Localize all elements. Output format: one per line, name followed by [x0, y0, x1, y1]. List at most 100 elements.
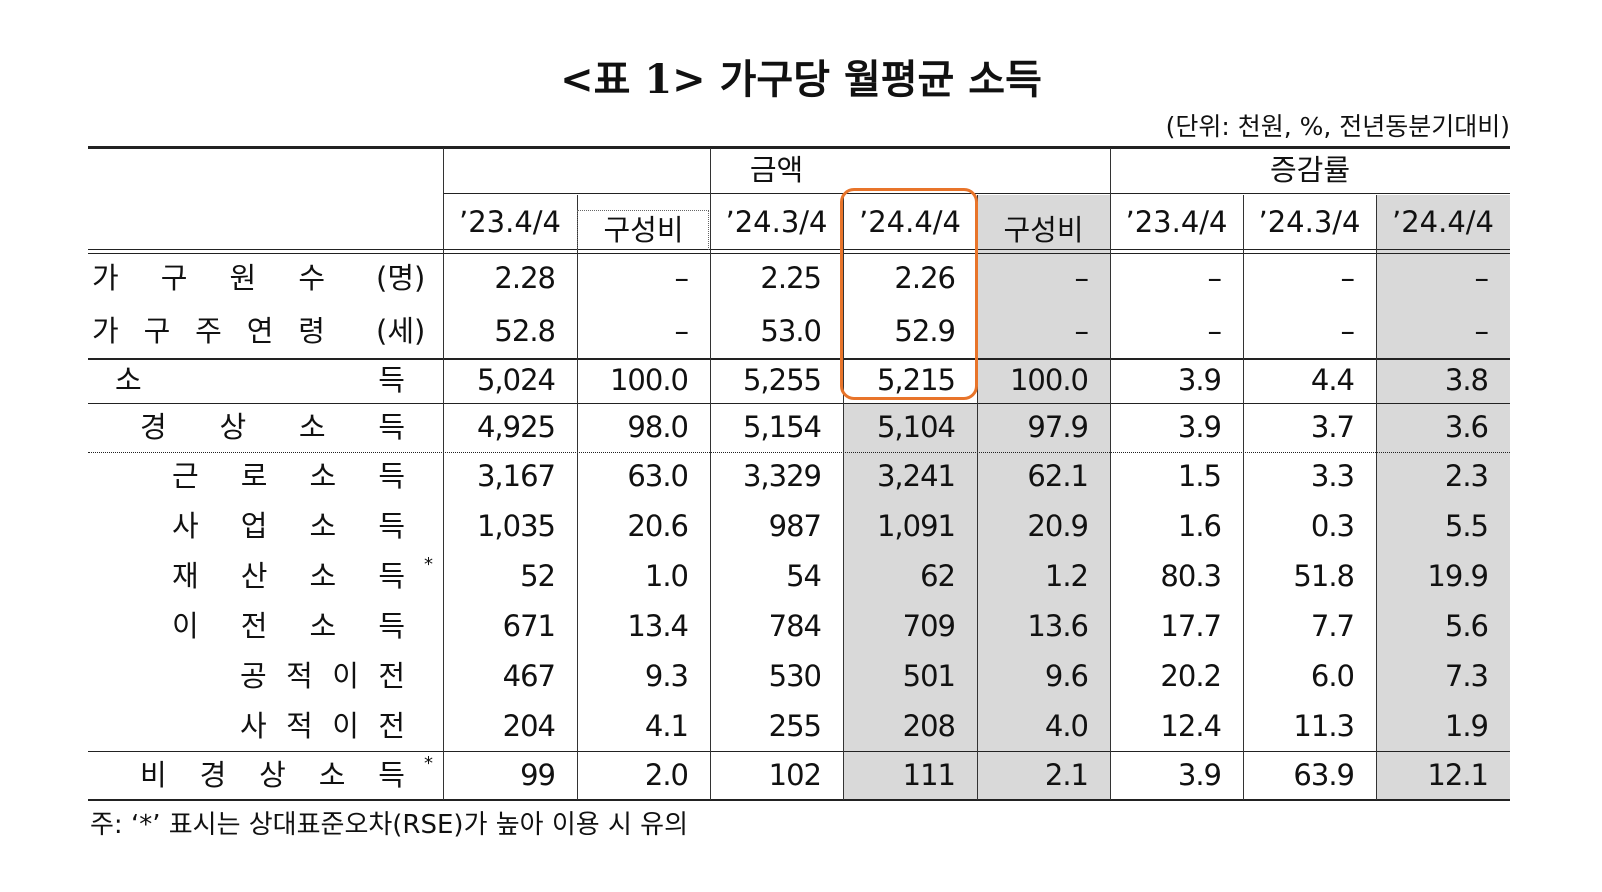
cell: 99	[520, 758, 556, 792]
cell: 4.0	[1044, 709, 1089, 743]
cell: 62.1	[1027, 459, 1089, 493]
row-label: 재 산 소 득	[172, 559, 405, 593]
rule	[88, 403, 1510, 404]
cell: 204	[502, 709, 556, 743]
row-unit: (명)	[376, 260, 426, 295]
cell: 5,215	[876, 362, 956, 397]
rule	[443, 193, 1510, 194]
cell: 111	[902, 758, 956, 792]
cell: 501	[902, 659, 956, 693]
cell: –	[1474, 313, 1490, 348]
rule	[88, 146, 1510, 149]
cell: 1.0	[644, 559, 689, 593]
cell: 102	[768, 758, 822, 792]
cell: –	[1340, 260, 1356, 295]
cell: 52.8	[494, 313, 556, 348]
column-header: ’23.4/4	[1125, 205, 1228, 239]
cell: 19.9	[1427, 559, 1489, 593]
cell: 63.9	[1293, 758, 1355, 792]
cell: –	[1207, 260, 1223, 295]
rule	[1110, 148, 1111, 800]
cell: 5.6	[1444, 609, 1489, 643]
cell: 9.3	[644, 659, 689, 693]
cell: 98.0	[627, 409, 689, 444]
rule	[88, 751, 1510, 752]
cell: 2.26	[894, 260, 956, 295]
cell: 3.9	[1177, 409, 1222, 444]
row-label: 사 적 이 전	[240, 709, 405, 743]
group-header: 금액	[749, 153, 804, 187]
rule	[710, 148, 711, 800]
row-label: 근 로 소 득	[172, 459, 405, 493]
cell: 530	[768, 659, 822, 693]
cell: 20.9	[1027, 509, 1089, 543]
cell: –	[674, 260, 690, 295]
footnote: 주: ‘*’ 표시는 상대표준오차(RSE)가 높아 이용 시 유의	[90, 810, 688, 840]
row-label: 가 구 주 연 령	[92, 313, 325, 348]
cell: 52.9	[894, 313, 956, 348]
column-header: ’24.3/4	[1258, 205, 1361, 239]
cell: 63.0	[627, 459, 689, 493]
row-label: 가 구 원 수	[92, 260, 325, 295]
cell: 709	[902, 609, 956, 643]
cell: 5,104	[876, 409, 956, 444]
row-label: 공 적 이 전	[240, 659, 405, 693]
row-label: 경 상 소 득	[140, 409, 405, 444]
cell: 3.7	[1310, 409, 1355, 444]
cell: 53.0	[760, 313, 822, 348]
cell: 20.6	[627, 509, 689, 543]
cell: –	[1474, 260, 1490, 295]
cell: 100.0	[1009, 362, 1089, 397]
cell: 1,035	[476, 509, 556, 543]
cell: 9.6	[1044, 659, 1089, 693]
cell: 2.25	[760, 260, 822, 295]
column-header: 구성비	[1003, 213, 1084, 247]
cell: 208	[902, 709, 956, 743]
cell: 54	[786, 559, 822, 593]
cell: 5.5	[1444, 509, 1489, 543]
cell: 5,255	[742, 362, 822, 397]
rule	[88, 799, 1510, 801]
rule	[88, 253, 1510, 254]
cell: 1.9	[1444, 709, 1489, 743]
row-unit: (세)	[376, 313, 426, 348]
cell: 784	[768, 609, 822, 643]
cell: 4,925	[476, 409, 556, 444]
cell: –	[674, 313, 690, 348]
cell: 51.8	[1293, 559, 1355, 593]
cell: 2.3	[1444, 459, 1489, 493]
highlight	[840, 188, 978, 400]
cell: 4.1	[644, 709, 689, 743]
column-header: ’24.4/4	[1391, 205, 1494, 239]
cell: 1.5	[1177, 459, 1222, 493]
cell: 17.7	[1160, 609, 1222, 643]
column-header: ’24.4/4	[858, 205, 961, 239]
cell: 5,154	[742, 409, 822, 444]
rule	[577, 195, 578, 800]
cell: 100.0	[609, 362, 689, 397]
cell: 671	[502, 609, 556, 643]
cell: 2.28	[494, 260, 556, 295]
cell: 3.8	[1444, 362, 1489, 397]
cell: 467	[502, 659, 556, 693]
rule	[88, 249, 1510, 250]
row-label: 소 득	[115, 362, 405, 397]
shade	[977, 195, 1110, 252]
cell: –	[1340, 313, 1356, 348]
cell: –	[1074, 313, 1090, 348]
column-header: ’23.4/4	[458, 205, 561, 239]
row-label: 이 전 소 득	[172, 609, 405, 643]
cell: 20.2	[1160, 659, 1222, 693]
cell: 1,091	[876, 509, 956, 543]
rule	[88, 358, 1510, 360]
row-mark: *	[424, 554, 433, 575]
row-mark: *	[424, 753, 433, 774]
cell: 12.1	[1427, 758, 1489, 792]
cell: 0.3	[1310, 509, 1355, 543]
cell: 3,329	[742, 459, 822, 493]
cell: 12.4	[1160, 709, 1222, 743]
shade	[843, 403, 1110, 800]
row-label: 비 경 상 소 득	[140, 758, 405, 792]
cell: 1.6	[1177, 509, 1222, 543]
